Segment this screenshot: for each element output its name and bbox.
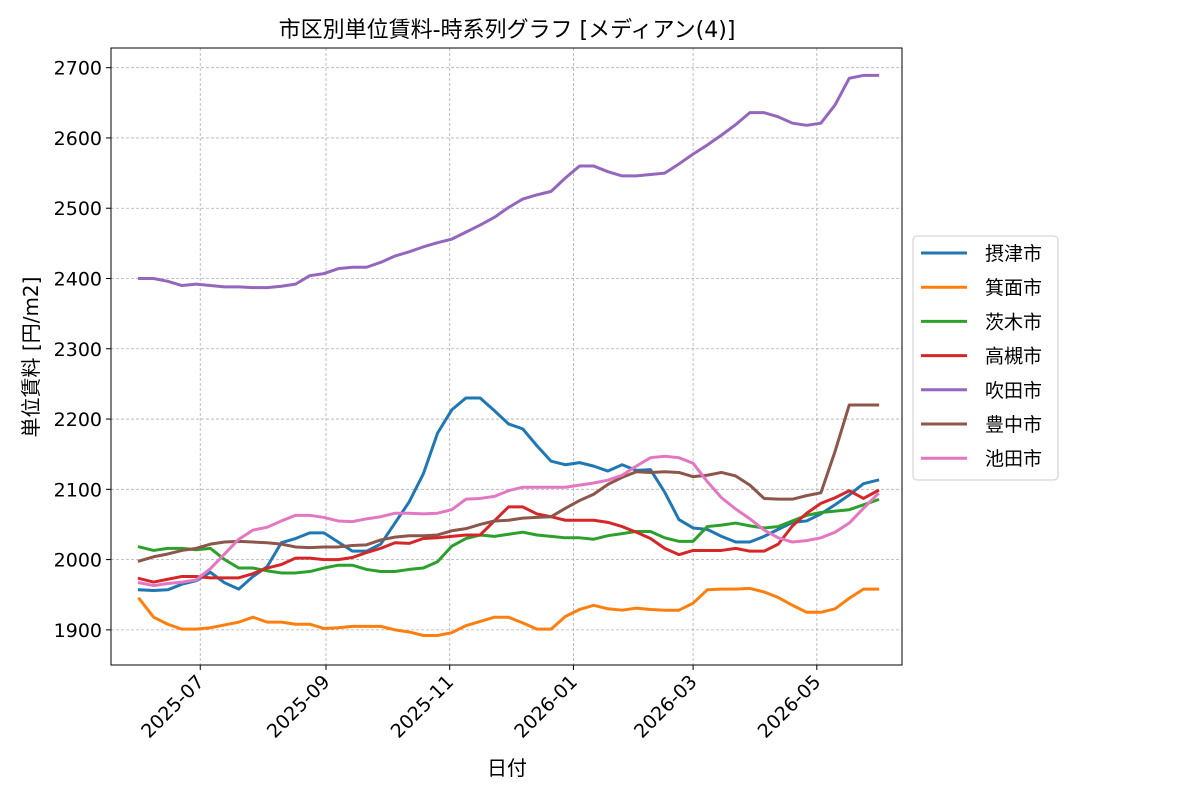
y-tick-label: 2300	[54, 339, 102, 361]
legend-label: 高槻市	[985, 346, 1042, 368]
y-tick-label: 2000	[54, 550, 102, 572]
y-tick-label: 2500	[54, 198, 102, 220]
x-axis-title: 日付	[487, 756, 527, 780]
series-line-4	[137, 488, 880, 584]
y-tick-label: 2200	[54, 409, 102, 431]
y-tick-label: 2400	[54, 268, 102, 290]
series-line-6	[137, 403, 880, 563]
legend-label: 摂津市	[985, 243, 1042, 265]
y-tick-label: 2100	[54, 479, 102, 501]
legend-label: 吹田市	[985, 380, 1042, 402]
legend-frame	[912, 235, 1059, 481]
y-axis-ticks: 1900 2000 2100 2200 2300 2400 2500 2600 2700	[54, 58, 111, 642]
legend-label: 池田市	[985, 448, 1042, 470]
legend-label: 箕面市	[985, 277, 1042, 299]
legend-label: 茨木市	[985, 311, 1042, 333]
plot-frame	[110, 47, 903, 666]
y-tick-label: 2700	[54, 58, 102, 80]
legend-label: 豊中市	[985, 414, 1042, 436]
series-lines	[137, 73, 880, 637]
y-axis-title: 単位賃料 [円/m2]	[19, 277, 43, 438]
y-tick-label: 1900	[54, 620, 102, 642]
chart-title: 市区別単位賃料-時系列グラフ [メディアン(4)]	[279, 18, 736, 43]
grid	[111, 48, 902, 665]
y-tick-label: 2600	[54, 128, 102, 150]
series-line-2	[137, 586, 880, 637]
series-line-5	[137, 73, 880, 290]
series-line-7	[137, 454, 880, 588]
